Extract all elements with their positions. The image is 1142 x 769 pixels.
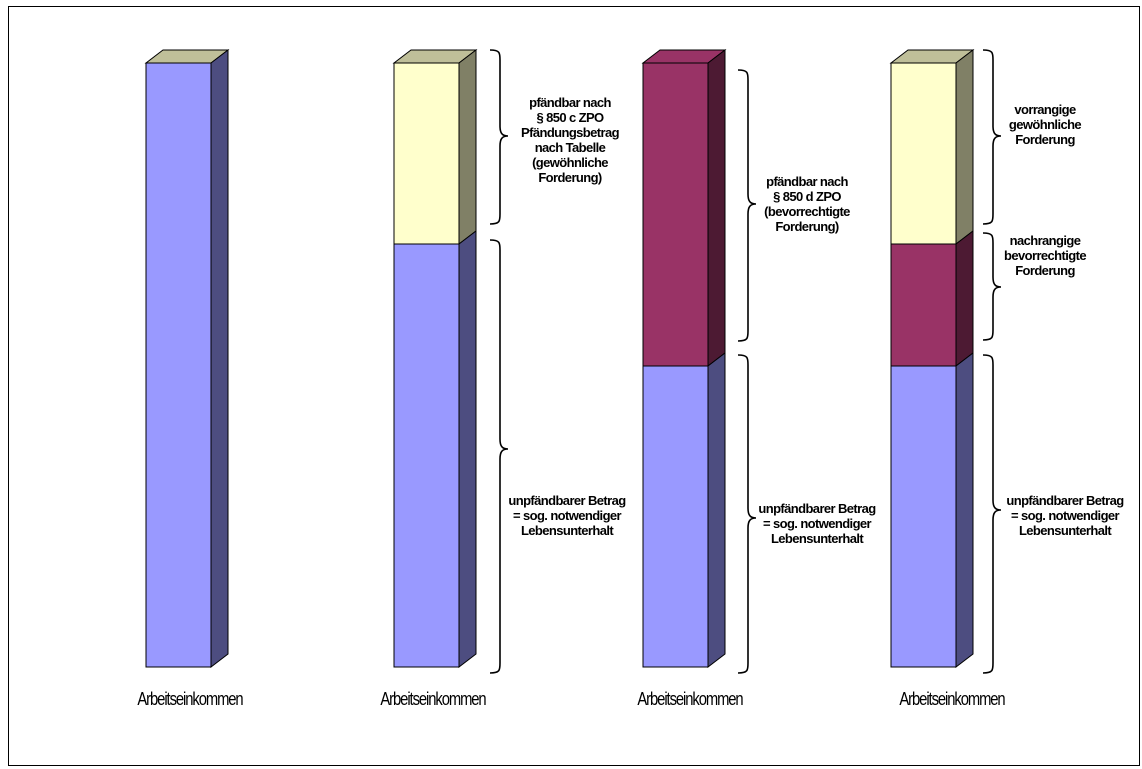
column-2-segment-yellow-side [458, 48, 477, 246]
col3-upper-label: pfändbar nach § 850 d ZPO (bevorrechtigt… [764, 174, 850, 234]
col4-upper-label: vorrangige gewöhnliche Forderung [1008, 102, 1082, 147]
column-4-segment-blue-side [955, 351, 974, 669]
column-3-segment-blue [642, 365, 709, 668]
brace-col4-upper [982, 49, 1002, 225]
brace-col2-lower [489, 239, 509, 674]
column-1-caption: Arbeitseinkommen [137, 689, 243, 709]
column-3-segment-blue-side [707, 351, 726, 669]
column-2-segment-blue [393, 243, 460, 668]
brace-col3-lower [737, 354, 757, 674]
column-4-segment-purple-side [955, 229, 974, 368]
column-4-bar [889, 48, 975, 669]
brace-col2-upper [489, 49, 509, 225]
col4-lower-label: unpfändbarer Betrag = sog. notwendiger L… [1006, 493, 1124, 538]
column-2-segment-yellow [393, 62, 460, 245]
column-2-bar [392, 48, 478, 669]
column-4-segment-purple [890, 243, 957, 367]
col2-lower-label: unpfändbarer Betrag = sog. notwendiger L… [508, 493, 626, 538]
column-3-segment-purple-side [707, 48, 726, 368]
col2-upper-label: pfändbar nach § 850 c ZPO Pfändungsbetra… [521, 95, 620, 185]
column-3-caption: Arbeitseinkommen [637, 689, 743, 709]
column-4-caption: Arbeitseinkommen [899, 689, 1005, 709]
col4-middle-label: nachrangige bevorrechtigte Forderung [1004, 233, 1087, 278]
column-4-segment-yellow-side [955, 48, 974, 246]
column-3-segment-purple [642, 62, 709, 367]
column-2-caption: Arbeitseinkommen [380, 689, 486, 709]
column-1-segment-blue-side [210, 48, 229, 669]
brace-col3-upper [737, 69, 757, 342]
column-1-bar [144, 48, 230, 669]
column-4-segment-yellow [890, 62, 957, 245]
col3-lower-label: unpfändbarer Betrag = sog. notwendiger L… [758, 501, 876, 546]
brace-col4-middle [982, 232, 1002, 341]
column-2-segment-blue-side [458, 229, 477, 669]
column-3-bar [641, 48, 727, 669]
column-4-segment-blue [890, 365, 957, 668]
column-1-segment-blue [145, 62, 212, 668]
brace-col4-lower [982, 354, 1002, 674]
